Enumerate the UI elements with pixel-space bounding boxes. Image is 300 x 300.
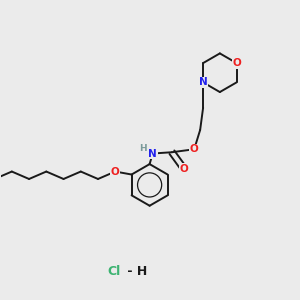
Text: H: H [139, 144, 147, 153]
Text: N: N [199, 77, 208, 87]
Text: O: O [232, 58, 241, 68]
Text: O: O [111, 167, 120, 176]
Text: N: N [148, 149, 157, 159]
Text: O: O [190, 144, 199, 154]
Text: O: O [179, 164, 188, 174]
Text: Cl: Cl [107, 266, 120, 278]
Text: - H: - H [123, 266, 148, 278]
